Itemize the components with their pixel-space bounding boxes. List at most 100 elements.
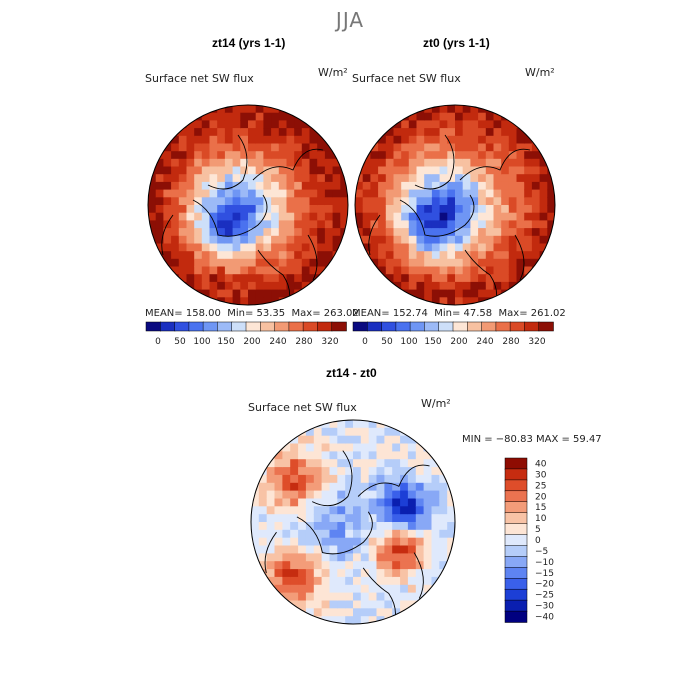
panel-2-cell xyxy=(485,281,495,291)
panel-2-cell xyxy=(455,228,464,237)
panel-2-cell xyxy=(355,251,364,260)
panel-2-cell xyxy=(355,112,364,121)
diff-panel-cell xyxy=(439,435,448,445)
panel-2-cell xyxy=(485,181,495,191)
diff-panel-cell xyxy=(439,490,448,499)
diff-panel-cell xyxy=(415,427,425,437)
panel-2-cell xyxy=(485,128,495,137)
diff-panel-cell xyxy=(384,545,393,554)
panel-1-cell xyxy=(340,281,348,291)
panel-1-cell xyxy=(240,189,249,198)
diff-panel-cell xyxy=(345,537,354,547)
panel-2-cell xyxy=(416,281,425,291)
diff-panel-cell xyxy=(313,443,323,452)
diff-panel-cell xyxy=(384,569,393,578)
diff-panel-cell xyxy=(321,569,330,578)
panel-1-cell xyxy=(301,112,311,121)
diff-panel-coastline xyxy=(311,450,353,507)
panel-1-cell xyxy=(301,274,311,283)
panel-1-colorbar-tick-label: 0 xyxy=(155,337,161,347)
diff-panel-cell xyxy=(282,529,291,539)
panel-1-colorbar-swatch xyxy=(202,321,219,332)
panel-1-cell xyxy=(278,174,288,183)
panel-2-cell xyxy=(524,205,533,214)
panel-1-cell xyxy=(340,158,348,168)
panel-2-cell xyxy=(424,189,433,198)
panel-2-cell xyxy=(485,197,495,206)
panel-2-cell xyxy=(408,212,418,221)
panel-2-cell xyxy=(408,158,418,168)
panel-2-cell xyxy=(362,266,371,275)
panel-2-cell xyxy=(370,289,379,298)
panel-2-cell xyxy=(462,135,471,145)
diff-panel-units: W/m² xyxy=(421,397,451,410)
panel-2-cell xyxy=(470,174,479,183)
panel-2-cell xyxy=(370,189,379,198)
diff-panel-cell xyxy=(290,561,299,570)
panel-1-cell xyxy=(217,220,226,229)
diff-panel-cell xyxy=(258,584,268,594)
panel-2-cell xyxy=(516,174,525,183)
panel-1-cell xyxy=(263,135,272,145)
panel-2-cell xyxy=(408,289,418,298)
panel-2-coastline xyxy=(399,194,475,237)
diff-panel-cell xyxy=(321,474,330,484)
panel-2-cell xyxy=(378,135,387,145)
panel-2-cell xyxy=(531,112,541,121)
panel-2-cell xyxy=(355,281,364,291)
diff-panel-cell xyxy=(258,435,268,445)
panel-2-cell xyxy=(447,174,456,183)
panel-2-cell xyxy=(485,212,495,221)
panel-2-cell xyxy=(539,174,548,183)
diff-panel-cell xyxy=(392,506,401,515)
diff-panel-cell xyxy=(313,459,323,468)
diff-panel-cell xyxy=(337,553,346,562)
panel-1-cell xyxy=(178,181,188,191)
panel-1-cell xyxy=(255,112,264,121)
diff-panel-cell xyxy=(329,467,338,476)
diff-panel-cell xyxy=(439,553,448,562)
panel-2-cell xyxy=(516,235,525,245)
diff-panel-cell xyxy=(345,498,354,507)
panel-1-cell xyxy=(309,181,318,191)
panel-1-cell xyxy=(171,220,180,229)
diff-panel-cell xyxy=(345,427,354,437)
panel-2-colorbar-swatch xyxy=(538,321,554,332)
diff-panel-cell xyxy=(337,522,346,531)
diff-panel-cell xyxy=(266,482,276,492)
panel-2-cell xyxy=(355,120,364,129)
diff-panel-variable: Surface net SW flux xyxy=(248,401,357,414)
diff-colorbar-tick-label: 40 xyxy=(535,460,547,470)
panel-1-cell xyxy=(324,143,334,152)
panel-2-cell xyxy=(508,220,518,229)
diff-panel-cell xyxy=(305,569,315,578)
diff-panel-cell xyxy=(376,427,385,437)
diff-panel-cell xyxy=(415,608,425,617)
diff-panel-cell xyxy=(321,576,330,586)
panel-1-cell xyxy=(332,212,341,221)
panel-1-cell xyxy=(217,235,226,245)
diff-panel-cell xyxy=(439,576,448,586)
panel-1-cell xyxy=(340,297,348,305)
panel-2-cell xyxy=(455,243,464,252)
diff-panel-cell xyxy=(407,498,417,507)
panel-2-cell xyxy=(501,274,510,283)
panel-2-cell xyxy=(393,220,402,229)
panel-2-cell xyxy=(408,105,418,114)
diff-panel-cell xyxy=(415,545,425,554)
diff-panel-cell xyxy=(368,459,378,468)
panel-1-cell xyxy=(209,243,218,252)
panel-2-cell xyxy=(401,274,410,283)
panel-1-cell xyxy=(278,212,288,221)
panel-2-cell xyxy=(478,112,487,121)
diff-panel-cell xyxy=(345,443,354,452)
panel-2-cell xyxy=(547,281,555,291)
panel-2-cell xyxy=(547,258,555,268)
panel-1-cell xyxy=(148,105,157,114)
panel-1-cell xyxy=(263,258,272,268)
panel-2-colorbar-swatch xyxy=(367,321,383,332)
diff-panel-cell xyxy=(274,435,283,445)
panel-1-cell xyxy=(232,166,241,175)
panel-1-cell xyxy=(171,289,180,298)
panel-1-cell xyxy=(278,120,288,129)
